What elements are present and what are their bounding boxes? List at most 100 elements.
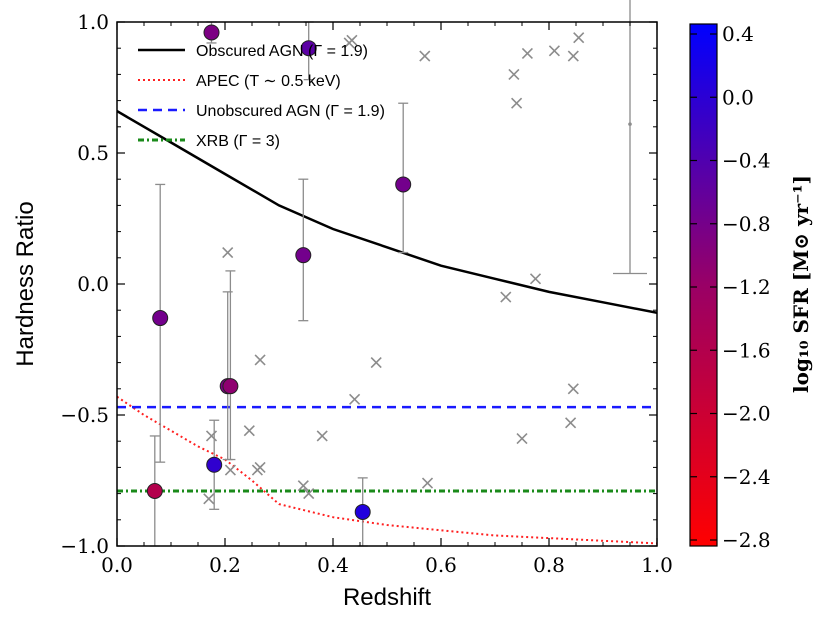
x-tick-label: 0.6 — [425, 553, 457, 577]
limit-marker — [419, 50, 431, 62]
stack-error-bar — [613, 0, 647, 275]
legend-entry: Unobscured AGN (Γ = 1.9) — [138, 103, 385, 120]
detection-point — [203, 24, 220, 41]
x-tick-label: 0.0 — [101, 553, 133, 577]
limit-marker-stroke — [419, 50, 431, 62]
detection-point — [146, 482, 163, 499]
colorbar-tick-label: 0.0 — [722, 85, 754, 109]
colorbar-tick-label: −0.8 — [722, 212, 771, 236]
limit-marker-stroke — [421, 477, 434, 489]
y-tick-label: 1.0 — [77, 10, 109, 34]
limit-marker — [511, 97, 523, 109]
limit-marker-stroke — [548, 45, 560, 57]
limit-marker-stroke — [508, 68, 520, 80]
limit-marker-stroke — [529, 273, 542, 285]
limit-marker — [222, 246, 234, 259]
detection-error-bar — [225, 270, 236, 461]
colorbar-ticks: 0.4 0.0 −0.4 −0.8 −1.2 −1.6 −2.0 −2.4 −2.8 — [690, 22, 771, 552]
x-tick-label: 0.8 — [533, 553, 565, 577]
colorbar-tick-label: −2.8 — [722, 528, 771, 552]
limit-marker — [316, 430, 328, 442]
limit-marker — [203, 493, 215, 505]
legend-label: Obscured AGN (Γ = 1.9) — [196, 43, 368, 60]
detection-point — [152, 310, 169, 327]
legend-entry: Obscured AGN (Γ = 1.9) — [138, 43, 368, 60]
limit-marker-stroke — [243, 425, 255, 437]
limit-markers — [203, 32, 585, 505]
colorbar-gradient — [689, 23, 718, 547]
y-tick-label: 0.5 — [77, 141, 109, 165]
limit-marker — [567, 50, 579, 62]
detection-point — [222, 378, 239, 395]
series-layer — [117, 110, 657, 545]
y-tick-label: 0.0 — [77, 272, 109, 296]
limit-marker — [529, 273, 542, 285]
limit-marker — [303, 488, 315, 500]
limit-marker-stroke — [567, 383, 579, 395]
limit-marker-stroke — [224, 464, 236, 476]
legend-label: XRB (Γ = 3) — [196, 133, 280, 150]
limit-marker — [224, 464, 236, 476]
limit-marker — [500, 291, 512, 303]
x-tick-label: 0.2 — [209, 553, 241, 577]
axis-ticks: 0.0 0.2 0.4 0.6 0.8 1.0 −1.0 −0.5 0.0 0.5 1.0 — [60, 10, 672, 577]
y-axis-title: Hardness Ratio — [12, 201, 39, 366]
limit-marker — [548, 45, 560, 57]
limit-marker-stroke — [516, 433, 528, 445]
stack-point — [628, 122, 632, 126]
colorbar-tick-label: 0.4 — [722, 22, 754, 46]
limit-marker — [521, 47, 533, 60]
limit-marker-stroke — [349, 393, 361, 405]
x-axis-title: Redshift — [343, 584, 431, 611]
limit-marker-stroke — [565, 417, 577, 429]
limit-marker — [349, 393, 361, 405]
limit-marker — [254, 354, 266, 366]
limit-marker — [297, 480, 309, 492]
limit-marker — [421, 477, 434, 489]
detection-point — [354, 503, 371, 520]
limit-marker-stroke — [346, 34, 358, 46]
limit-marker — [573, 32, 585, 44]
limit-marker — [508, 68, 520, 80]
legend: Obscured AGN (Γ = 1.9) APEC (T ∼ 0.5 keV)… — [138, 43, 385, 150]
legend-label: APEC (T ∼ 0.5 keV) — [196, 73, 341, 90]
limit-marker — [565, 417, 577, 429]
limit-marker-stroke — [222, 246, 234, 259]
colorbar — [689, 23, 718, 547]
limit-marker-stroke — [500, 291, 512, 303]
limit-marker-stroke — [511, 97, 523, 109]
y-tick-label: −1.0 — [60, 534, 109, 558]
limit-marker — [516, 433, 528, 445]
limit-marker-stroke — [521, 47, 533, 60]
colorbar-tick-label: −1.2 — [722, 275, 771, 299]
limit-marker — [370, 357, 382, 369]
limit-marker — [567, 383, 579, 395]
x-tick-label: 1.0 — [641, 553, 673, 577]
detection-point — [295, 247, 312, 264]
colorbar-tick-label: −2.0 — [722, 402, 771, 426]
limit-marker — [243, 425, 255, 437]
legend-entry: XRB (Γ = 3) — [138, 133, 280, 150]
detection-point — [395, 176, 412, 193]
limit-marker-stroke — [254, 461, 266, 473]
detection-point — [206, 456, 223, 473]
plot-area — [117, 22, 657, 546]
colorbar-label: log₁₀ SFR [M⊙ yr⁻¹] — [789, 175, 813, 393]
legend-label: Unobscured AGN (Γ = 1.9) — [196, 103, 385, 120]
x-tick-label: 0.4 — [317, 553, 349, 577]
limit-marker-stroke — [370, 357, 382, 369]
limit-marker-stroke — [316, 430, 328, 442]
series-line-0 — [117, 110, 657, 315]
limit-marker-stroke — [203, 493, 215, 505]
limit-marker-stroke — [303, 488, 315, 500]
limit-marker-stroke — [297, 480, 309, 492]
limit-marker-stroke — [567, 50, 579, 62]
detection-point — [300, 40, 317, 57]
colorbar-tick-label: −1.6 — [722, 338, 771, 362]
limit-marker-stroke — [254, 354, 266, 366]
colorbar-tick-label: −0.4 — [722, 149, 771, 173]
colorbar-tick-label: −2.4 — [722, 465, 771, 489]
limit-marker — [346, 34, 358, 46]
legend-entry: APEC (T ∼ 0.5 keV) — [138, 73, 341, 90]
